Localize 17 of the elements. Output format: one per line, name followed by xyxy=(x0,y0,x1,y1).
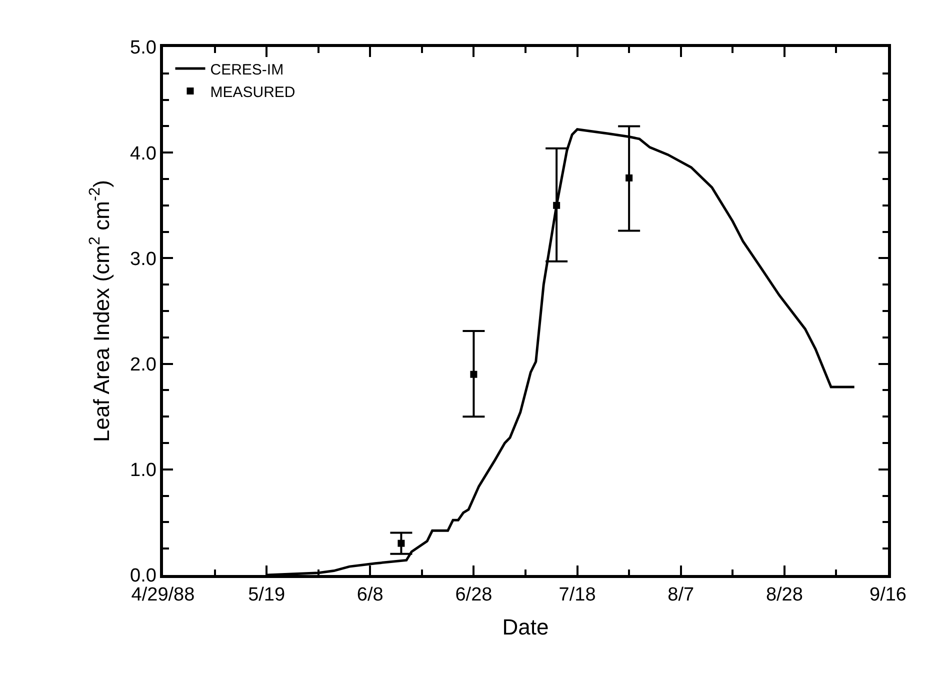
x-tick-label: 8/28 xyxy=(766,584,803,606)
legend-label: CERES-IM xyxy=(210,61,284,78)
x-tick-label: 6/28 xyxy=(455,584,492,606)
x-tick-label: 4/29/88 xyxy=(131,584,195,606)
y-tick-label: 1.0 xyxy=(130,460,156,482)
y-tick-label: 0.0 xyxy=(130,566,156,587)
x-tick-label: 8/7 xyxy=(668,584,694,606)
y-tick-label: 3.0 xyxy=(130,248,156,270)
y-tick-label: 5.0 xyxy=(130,38,156,59)
x-tick-label: 7/18 xyxy=(558,584,596,606)
x-tick-label: 9/16 xyxy=(870,584,906,606)
y-tick-label: 4.0 xyxy=(130,143,156,164)
x-tick-label: 5/19 xyxy=(248,584,286,606)
x-tick-label: 6/8 xyxy=(356,584,384,606)
y-tick-label: 2.0 xyxy=(130,354,156,376)
legend-label: MEASURED xyxy=(210,84,296,101)
x-axis-title: Date xyxy=(502,614,549,640)
